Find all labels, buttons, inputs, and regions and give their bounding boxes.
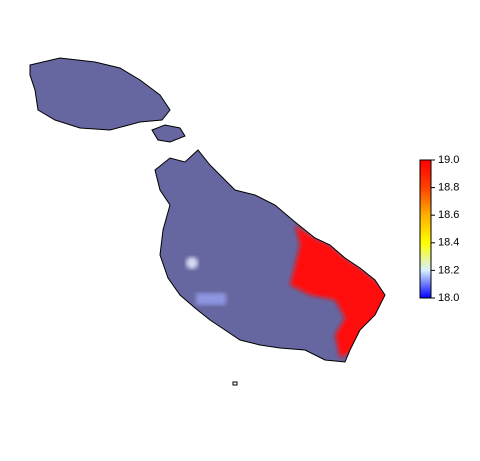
- malta-fill: [155, 150, 385, 362]
- colorbar-gradient: [419, 159, 432, 299]
- islands: [29, 57, 386, 386]
- colorbar-tick-label: 18.0: [438, 292, 459, 304]
- colorbar-tick-label: 18.2: [438, 264, 459, 276]
- colorbar-tick-label: 19.0: [438, 154, 459, 166]
- gozo: [29, 57, 171, 131]
- colorbar-tick-label: 18.4: [438, 237, 459, 249]
- islet: [232, 381, 238, 386]
- colorbar-tick-label: 18.6: [438, 209, 459, 221]
- colorbar-tick-label: 18.8: [438, 182, 459, 194]
- comino: [151, 124, 186, 143]
- colorbar: 18.0 18.2 18.4 18.6 18.8 19.0: [419, 154, 459, 304]
- malta: [154, 149, 386, 363]
